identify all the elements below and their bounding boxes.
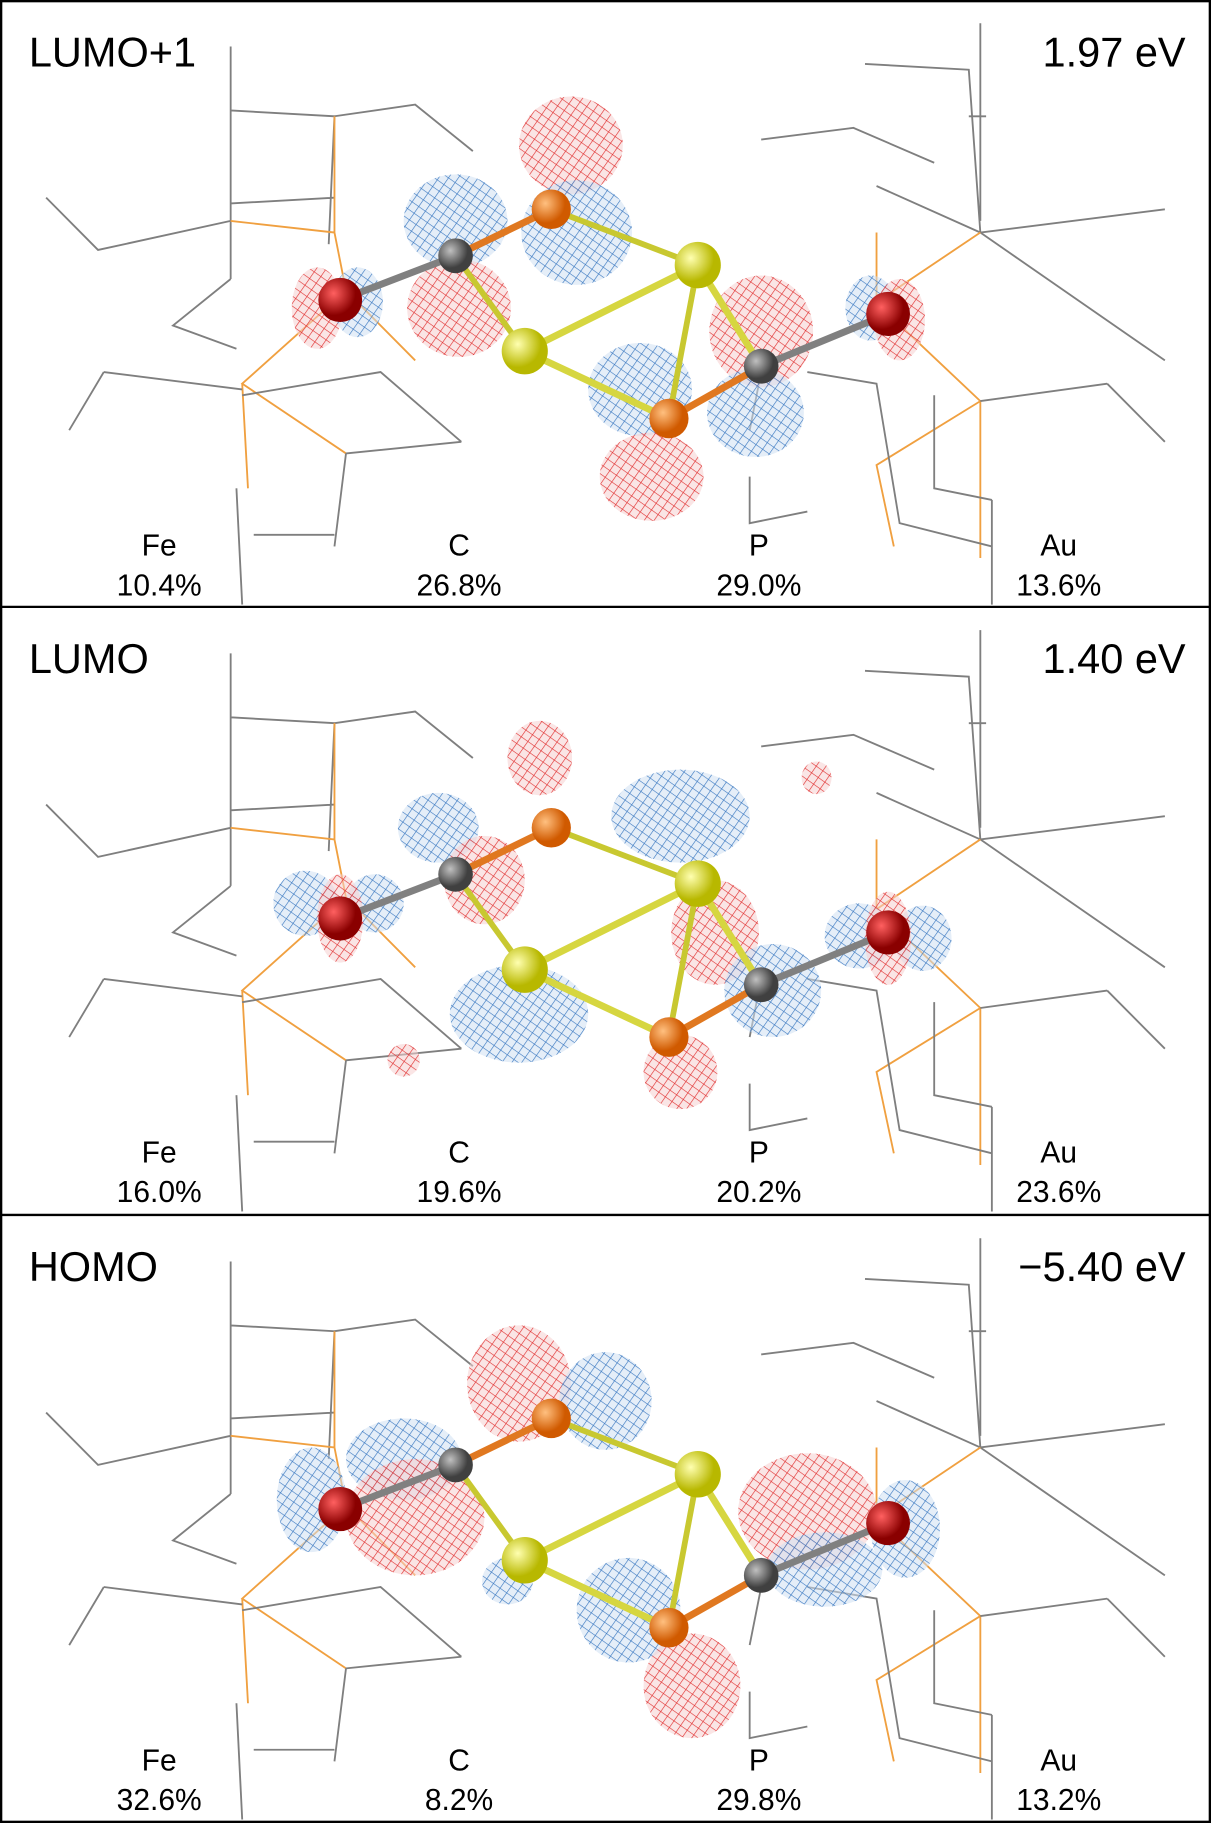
lobe xyxy=(600,432,704,520)
percent: 10.4% xyxy=(117,569,202,602)
percent: 19.6% xyxy=(417,1176,502,1209)
percent: 20.2% xyxy=(716,1176,801,1209)
lobe xyxy=(644,1633,741,1738)
element: P xyxy=(749,1745,769,1778)
percent: 16.0% xyxy=(117,1176,202,1209)
percent: 29.8% xyxy=(716,1784,801,1817)
element: Au xyxy=(1040,530,1077,563)
orbital-label: LUMO xyxy=(29,635,149,682)
lobe xyxy=(507,721,572,795)
lobe xyxy=(559,1352,651,1450)
percent: 8.2% xyxy=(425,1784,493,1817)
page: {"panels": [ {"label": "LUMO+1", "energy… xyxy=(0,0,1211,1823)
percent: 13.2% xyxy=(1016,1784,1101,1817)
orbital-panel: LUMO+1 1.97 eV Fe 10.4% C 26.8% P 29.0% … xyxy=(29,23,1186,604)
element: Fe xyxy=(142,530,177,563)
element: Fe xyxy=(142,1137,177,1170)
orbital-label: LUMO+1 xyxy=(29,28,196,75)
percent: 29.0% xyxy=(716,569,801,602)
lobe xyxy=(519,96,623,194)
element: P xyxy=(749,1137,769,1170)
percent: 32.6% xyxy=(117,1784,202,1817)
element: Au xyxy=(1040,1745,1077,1778)
element: P xyxy=(749,530,769,563)
element: C xyxy=(448,1745,470,1778)
element: C xyxy=(448,1137,470,1170)
percent: 13.6% xyxy=(1016,569,1101,602)
percent: 26.8% xyxy=(417,569,502,602)
lobe xyxy=(611,770,749,863)
percent: 23.6% xyxy=(1016,1176,1101,1209)
orbital-label: HOMO xyxy=(29,1243,158,1290)
orbital-energy: 1.40 eV xyxy=(1043,635,1186,682)
lobe xyxy=(802,762,832,795)
orbital-panel: HOMO −5.40 eV Fe 32.6% C 8.2% P 29.8% Au… xyxy=(29,1238,1186,1819)
element: Fe xyxy=(142,1745,177,1778)
element: Au xyxy=(1040,1137,1077,1170)
figure: LUMO+1 1.97 eV Fe 10.4% C 26.8% P 29.0% … xyxy=(0,0,1211,1823)
element: C xyxy=(448,530,470,563)
orbital-energy: 1.97 eV xyxy=(1043,28,1186,75)
lobe xyxy=(388,1044,420,1077)
orbital-panel: LUMO 1.40 eV Fe 16.0% C 19.6% P 20.2% Au… xyxy=(29,630,1186,1211)
orbital-energy: −5.40 eV xyxy=(1018,1243,1186,1290)
